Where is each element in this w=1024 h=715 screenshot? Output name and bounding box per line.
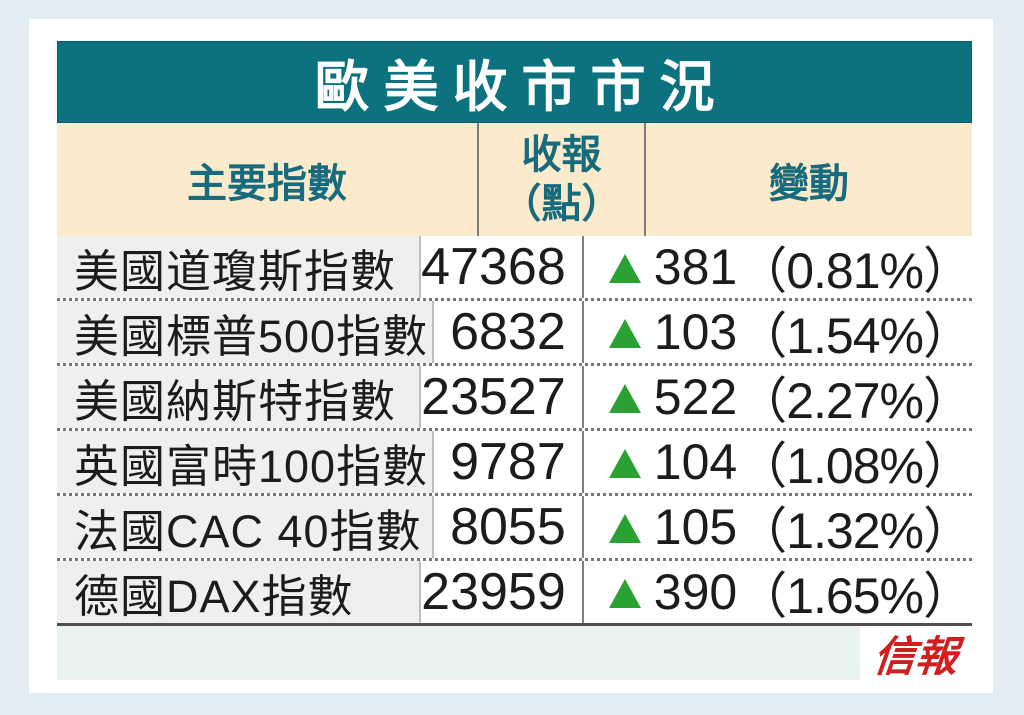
table-footer-band: 信報 — [57, 626, 972, 681]
change-percent: （0.81%） — [737, 243, 973, 299]
close-value-cell: 9787 — [431, 431, 584, 493]
change-percent: （1.54%） — [737, 308, 973, 364]
index-name-cell: 美國標普500指數 — [57, 301, 432, 363]
close-value-cell: 8055 — [431, 496, 584, 558]
table-title-bar: 歐美收市市況 — [57, 41, 972, 123]
change-cell: 381 （0.81%） — [584, 236, 973, 299]
close-value-cell: 6832 — [431, 301, 584, 363]
table-body: 美國道瓊斯指數 47368 381 （0.81%） 美國標普500指數 6832… — [57, 236, 973, 626]
infographic-card: 歐美收市市況 主要指數 收報 （點） 變動 美國道瓊斯指數 47368 381 … — [29, 19, 993, 693]
change-value: 381 — [653, 239, 738, 295]
change-value: 105 — [653, 499, 738, 555]
header-index-column: 主要指數 — [187, 161, 347, 206]
up-triangle-icon — [608, 253, 641, 283]
table-header-row: 主要指數 收報 （點） 變動 — [57, 123, 972, 236]
header-close-line1: 收報 — [521, 132, 602, 177]
index-name-cell: 美國道瓊斯指數 — [57, 236, 420, 298]
change-value: 522 — [653, 369, 738, 425]
change-value: 390 — [653, 564, 738, 620]
header-close-line2: （點） — [501, 181, 622, 226]
index-name-cell: 美國納斯特指數 — [57, 366, 420, 428]
index-name-cell: 英國富時100指數 — [57, 431, 432, 493]
up-triangle-icon — [608, 578, 641, 608]
index-name-cell: 法國CAC 40指數 — [57, 496, 432, 558]
table-row-nasdaq: 美國納斯特指數 23527 522 （2.27%） — [57, 363, 973, 429]
hkej-logo: 信報 — [871, 631, 961, 681]
up-triangle-icon — [608, 513, 641, 543]
logo-patch: 信報 — [860, 626, 972, 681]
change-value: 104 — [653, 434, 738, 490]
close-value-cell: 23959 — [419, 561, 584, 623]
up-triangle-icon — [608, 448, 641, 478]
up-triangle-icon — [608, 318, 641, 348]
table-row-ftse: 英國富時100指數 9787 104 （1.08%） — [57, 428, 973, 494]
change-value: 103 — [653, 304, 738, 360]
table-row-sp500: 美國標普500指數 6832 103 （1.54%） — [57, 298, 973, 364]
change-percent: （1.65%） — [737, 568, 973, 624]
change-cell: 390 （1.65%） — [584, 561, 973, 624]
table-title: 歐美收市市況 — [314, 56, 729, 118]
market-close-table: 歐美收市市況 主要指數 收報 （點） 變動 美國道瓊斯指數 47368 381 … — [57, 41, 973, 681]
table-row-dax: 德國DAX指數 23959 390 （1.65%） — [57, 558, 973, 624]
table-row-cac: 法國CAC 40指數 8055 105 （1.32%） — [57, 493, 973, 559]
change-cell: 522 （2.27%） — [584, 366, 973, 429]
close-value-cell: 47368 — [419, 236, 584, 298]
index-name-cell: 德國DAX指數 — [57, 561, 420, 623]
change-cell: 105 （1.32%） — [584, 496, 973, 559]
change-percent: （2.27%） — [737, 373, 973, 429]
header-close-column: 收報 （點） — [477, 123, 646, 236]
change-percent: （1.32%） — [737, 503, 973, 559]
header-change-column: 變動 — [769, 161, 849, 206]
close-value-cell: 23527 — [419, 366, 584, 428]
change-percent: （1.08%） — [737, 438, 973, 494]
change-cell: 104 （1.08%） — [584, 431, 973, 494]
table-row-dow: 美國道瓊斯指數 47368 381 （0.81%） — [57, 236, 973, 299]
up-triangle-icon — [608, 383, 641, 413]
change-cell: 103 （1.54%） — [584, 301, 973, 364]
